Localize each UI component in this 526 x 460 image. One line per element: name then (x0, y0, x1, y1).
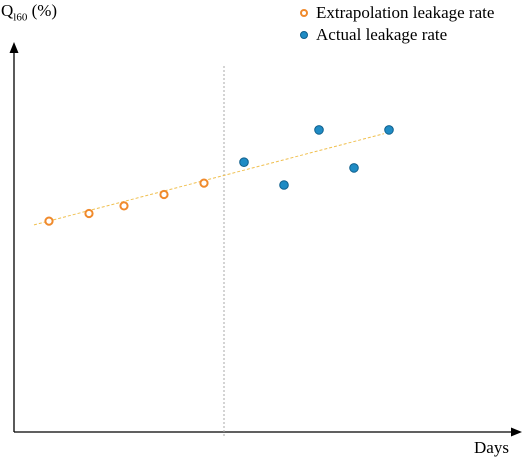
actual-point-1 (279, 180, 289, 190)
legend: Extrapolation leakage rate Actual leakag… (300, 2, 494, 46)
extrapolation-point-0 (44, 216, 54, 226)
hollow-circle-icon (300, 9, 308, 17)
legend-item-extrapolation: Extrapolation leakage rate (300, 2, 494, 24)
trend-line (33, 133, 385, 226)
actual-point-2 (314, 125, 324, 135)
y-axis-label-subscript: l60 (13, 11, 28, 24)
y-axis-label-main: Q (1, 1, 14, 20)
filled-circle-icon (300, 31, 308, 39)
y-axis-label: Ql60 (%) (1, 1, 57, 23)
extrapolation-point-3 (159, 189, 169, 200)
actual-point-0 (239, 157, 249, 167)
extrapolation-point-4 (199, 178, 209, 188)
extrapolation-point-2 (119, 201, 129, 211)
actual-point-4 (384, 125, 394, 135)
actual-point-3 (349, 163, 359, 173)
legend-label-actual: Actual leakage rate (316, 25, 448, 44)
extrapolation-point-1 (84, 208, 94, 219)
y-axis-arrow-icon (9, 42, 19, 53)
legend-item-actual: Actual leakage rate (300, 24, 494, 46)
y-axis-label-unit: (%) (27, 1, 58, 20)
x-axis-label: Days (474, 438, 509, 457)
x-axis-arrow-icon (511, 427, 522, 437)
legend-label-extrapolation: Extrapolation leakage rate (316, 3, 495, 22)
